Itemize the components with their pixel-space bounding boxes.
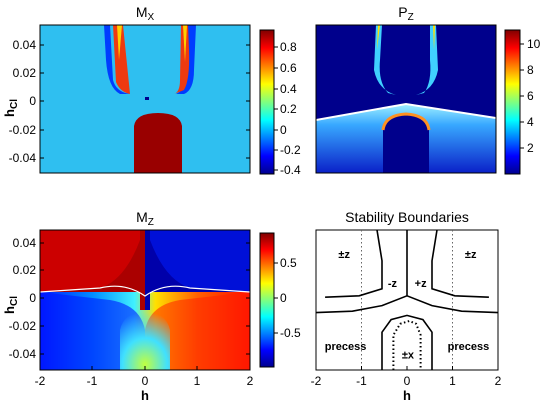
stability-boundary-line (392, 319, 422, 370)
panel-stability-xticks: -2 -1 0 1 2 (311, 366, 502, 388)
stability-annotations: ±z -z +z ±z precess ±x precess (325, 249, 489, 362)
mx-colorbar (259, 29, 275, 175)
stability-lines (315, 229, 499, 370)
mx-left-lobe-edge (104, 25, 130, 94)
panel-mx-title: MX (136, 4, 155, 23)
mx-ylabel: hCl (2, 99, 20, 117)
mz-cbar-label: 0 (280, 291, 287, 305)
panel-pz-title: PZ (398, 4, 413, 23)
pz-left-band-core (377, 25, 380, 50)
mz-cbar-label: 0.5 (280, 256, 297, 270)
stability-boundary-line (315, 294, 499, 314)
pz-cbar-label: 6 (527, 89, 534, 103)
stab-xtick-label: 2 (495, 374, 502, 388)
pz-right-band-core (433, 25, 435, 50)
pz-cbar-label: 10 (527, 37, 541, 51)
pz-cbar-label: 4 (527, 115, 534, 129)
panel-mz: MZ 0.04 0.02 0 -0.02 -0.04 (2, 209, 301, 403)
pz-colorbar-ticks: 10 8 6 4 2 (520, 37, 541, 155)
mz-cbar-label: -0.5 (280, 326, 301, 340)
mz-lower-right-red (145, 292, 250, 370)
mx-cbar-label: 0.6 (280, 61, 297, 75)
mz-ytick-label: 0 (29, 291, 36, 305)
mz-dome-region (120, 312, 170, 370)
mz-xtick-label: 0 (142, 374, 149, 388)
panel-mz-heatmap (40, 230, 250, 370)
panel-stability: Stability Boundaries ±z -z +z ±z precess ±x pr… (311, 209, 502, 403)
mz-ytick-label: 0.04 (13, 236, 37, 250)
panel-pz-heatmap (316, 25, 496, 173)
stability-boundary-line (431, 229, 489, 298)
panel-pz-frame (315, 24, 497, 174)
mz-ylabel: hCl (2, 296, 20, 314)
pz-dome-edge-region (381, 112, 431, 131)
panel-mx-yticks: 0.04 0.02 0 -0.02 -0.04 (9, 38, 250, 165)
mx-left-lobe-core (117, 25, 122, 60)
pz-cbar-label: 8 (527, 63, 534, 77)
stab-xlabel: h (403, 388, 411, 403)
stability-region-label: ±z (338, 249, 350, 261)
stab-xtick-label: 1 (449, 374, 456, 388)
stability-region-label: ±z (465, 249, 477, 261)
mx-ytick-label: 0.04 (13, 38, 37, 52)
panel-mx-heatmap (40, 25, 250, 173)
mz-colorbar-ticks: 0.5 0 -0.5 (274, 256, 301, 340)
mx-cbar-label: 0.8 (280, 40, 297, 54)
mx-cbar-label: 0.2 (280, 102, 297, 116)
panel-stability-title: Stability Boundaries (345, 209, 469, 225)
panel-mx-frame (39, 24, 251, 174)
mz-xtick-label: 2 (247, 374, 254, 388)
pz-right-band-region (416, 25, 438, 95)
pz-colorbar (504, 29, 521, 175)
stability-boundary-line (325, 229, 383, 298)
mz-xtick-label: -1 (87, 374, 98, 388)
stability-region-label: -z (388, 278, 398, 290)
panel-mz-xticks: -2 -1 0 1 2 (35, 366, 254, 388)
mz-upper-right-shade (150, 230, 250, 292)
mz-upper-left-shade (40, 230, 140, 292)
mz-xtick-label: 1 (194, 374, 201, 388)
panel-mz-yticks: 0.04 0.02 0 -0.02 -0.04 (9, 236, 250, 361)
stab-xtick-label: 0 (404, 374, 411, 388)
pz-left-band-region (374, 25, 396, 95)
mx-center-dot (145, 97, 149, 100)
mx-lower-dome-region (134, 113, 182, 173)
mx-cbar-label: -0.4 (280, 163, 301, 177)
mz-colorbar (259, 232, 275, 368)
pz-dome-interior (383, 114, 429, 173)
mz-ytick-label: -0.04 (9, 347, 37, 361)
stab-xtick-label: -1 (356, 374, 367, 388)
mz-ytick-label: 0.02 (13, 263, 37, 277)
mx-right-lobe-edge (176, 25, 196, 94)
mx-ytick-label: 0 (29, 94, 36, 108)
stab-xtick-label: -2 (311, 374, 322, 388)
mz-ytick-label: -0.02 (9, 319, 37, 333)
panel-mx: MX 0.04 0.02 0 -0.02 -0.04 hCl (2, 4, 301, 177)
mx-cbar-label: 0 (280, 123, 287, 137)
stability-region-label: +z (415, 278, 427, 290)
mz-boundary-line (40, 285, 250, 297)
stability-region-label: ±x (402, 350, 415, 362)
panel-pz: PZ 10 8 6 4 2 (315, 4, 541, 175)
panel-mz-title: MZ (136, 209, 154, 228)
pz-boundary-line (316, 102, 496, 121)
mx-ytick-label: -0.04 (9, 151, 37, 165)
pz-cbar-label: 2 (527, 141, 534, 155)
stability-region-label: precess (448, 341, 490, 353)
stability-boundary-line (381, 314, 433, 370)
mx-right-lobe-core (183, 25, 187, 62)
mz-xtick-label: -2 (35, 374, 46, 388)
mx-left-lobe-region (113, 25, 130, 94)
stability-region-label: precess (325, 341, 367, 353)
mx-cbar-label: 0.4 (280, 82, 297, 96)
mz-lower-left-blue (40, 292, 145, 370)
mx-ytick-label: 0.02 (13, 66, 37, 80)
mx-colorbar-ticks: 0.8 0.6 0.4 0.2 0 -0.2 -0.4 (274, 40, 301, 177)
mz-xlabel: h (141, 388, 149, 403)
mz-center-stem-red (140, 230, 145, 310)
mx-ytick-label: -0.02 (9, 123, 37, 137)
mx-cbar-label: -0.2 (280, 143, 301, 157)
